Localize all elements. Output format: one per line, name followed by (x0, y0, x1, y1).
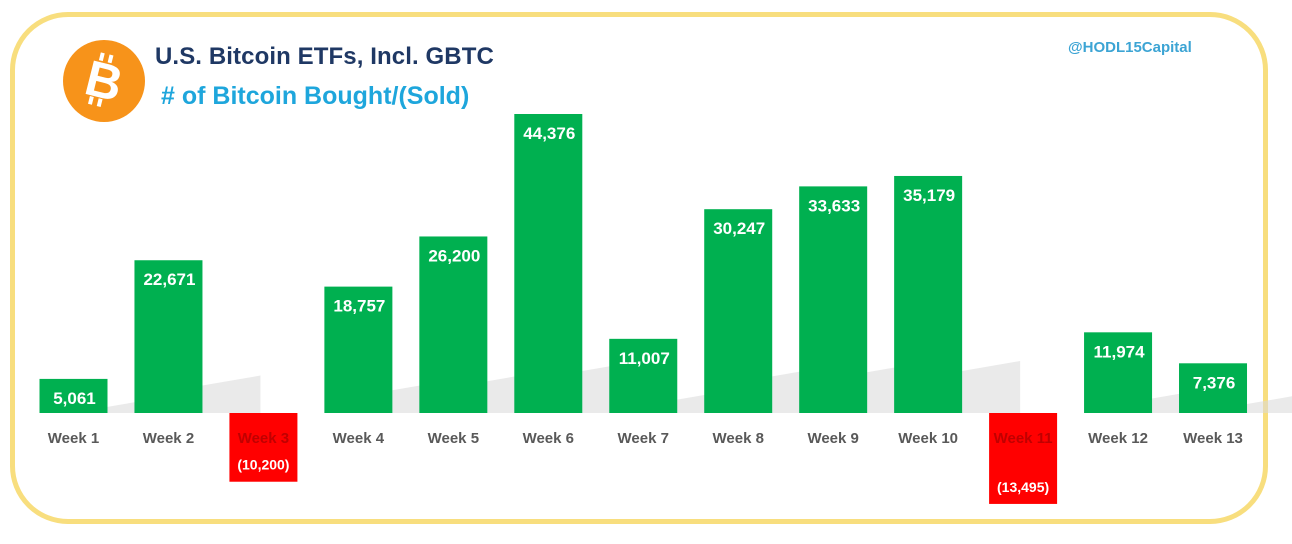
value-label: 35,179 (903, 186, 955, 205)
value-label: 26,200 (428, 246, 480, 265)
category-label: Week 7 (618, 430, 669, 447)
bar-week-4 (324, 286, 393, 413)
chart-card (10, 12, 1268, 524)
category-label: Week 6 (523, 430, 574, 447)
bar-week-12 (1084, 332, 1153, 413)
bar-week-3 (229, 413, 298, 482)
value-label: 11,974 (1094, 342, 1146, 361)
bar-week-11 (989, 413, 1058, 504)
category-label: Week 12 (1088, 430, 1148, 447)
category-label: Week 1 (48, 430, 99, 447)
category-label: Week 3 (238, 430, 289, 447)
category-label: Week 10 (898, 430, 958, 447)
category-label: Week 9 (807, 430, 858, 447)
category-label: Week 5 (428, 430, 479, 447)
value-label: 30,247 (713, 219, 765, 238)
bar-week-9 (799, 186, 868, 413)
bar-week-2 (134, 260, 203, 413)
bitcoin-logo-icon: B (63, 40, 145, 122)
category-label: Week 8 (713, 430, 764, 447)
value-label: 5,061 (53, 389, 96, 408)
value-label: 44,376 (523, 124, 575, 143)
bar-week-8 (704, 209, 773, 413)
value-label: 18,757 (333, 297, 385, 316)
category-label: Week 11 (994, 430, 1053, 447)
bar-week-7 (609, 338, 678, 413)
category-label: Week 2 (143, 430, 194, 447)
bar-week-13 (1179, 363, 1248, 413)
bar-week-1 (39, 378, 108, 413)
bar-shadow (202, 375, 261, 413)
value-label: 11,007 (619, 349, 670, 368)
category-label: Week 4 (333, 430, 385, 447)
value-label: 7,376 (1193, 373, 1236, 392)
bar-shadow (962, 361, 1021, 413)
value-label: 33,633 (808, 196, 860, 215)
value-label: (13,495) (997, 479, 1049, 495)
source-handle: @HODL15Capital (1068, 39, 1192, 56)
category-label: Week 13 (1183, 430, 1243, 447)
value-label: 22,671 (143, 270, 195, 289)
bar-week-10 (894, 175, 963, 413)
bar-shadow (1247, 396, 1292, 413)
bar-week-5 (419, 236, 488, 413)
bar-week-6 (514, 114, 583, 413)
chart-title: U.S. Bitcoin ETFs, Incl. GBTC (155, 43, 494, 70)
chart-subtitle: # of Bitcoin Bought/(Sold) (161, 82, 470, 110)
value-label: (10,200) (237, 457, 289, 473)
